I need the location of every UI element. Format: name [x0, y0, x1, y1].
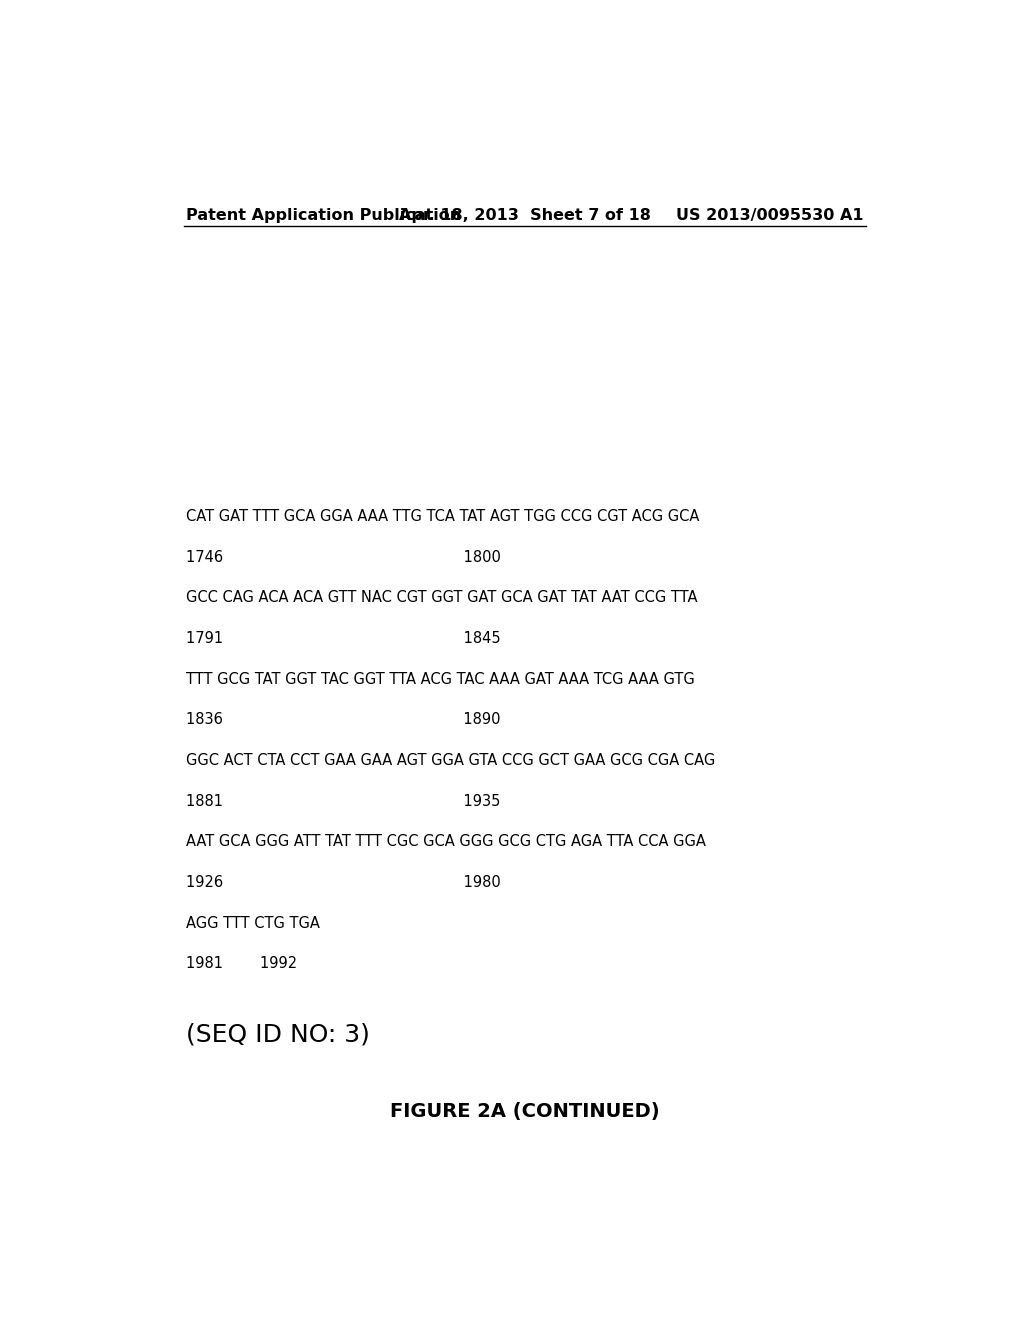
Text: 1836                                                    1890: 1836 1890 [186, 713, 501, 727]
Text: CAT GAT TTT GCA GGA AAA TTG TCA TAT AGT TGG CCG CGT ACG GCA: CAT GAT TTT GCA GGA AAA TTG TCA TAT AGT … [186, 510, 699, 524]
Text: Apr. 18, 2013  Sheet 7 of 18: Apr. 18, 2013 Sheet 7 of 18 [399, 209, 650, 223]
Text: AAT GCA GGG ATT TAT TTT CGC GCA GGG GCG CTG AGA TTA CCA GGA: AAT GCA GGG ATT TAT TTT CGC GCA GGG GCG … [186, 834, 706, 849]
Text: 1981        1992: 1981 1992 [186, 956, 297, 972]
Text: FIGURE 2A (CONTINUED): FIGURE 2A (CONTINUED) [390, 1102, 659, 1121]
Text: 1791                                                    1845: 1791 1845 [186, 631, 501, 645]
Text: GCC CAG ACA ACA GTT NAC CGT GGT GAT GCA GAT TAT AAT CCG TTA: GCC CAG ACA ACA GTT NAC CGT GGT GAT GCA … [186, 590, 697, 606]
Text: 1881                                                    1935: 1881 1935 [186, 793, 501, 809]
Text: GGC ACT CTA CCT GAA GAA AGT GGA GTA CCG GCT GAA GCG CGA CAG: GGC ACT CTA CCT GAA GAA AGT GGA GTA CCG … [186, 752, 715, 768]
Text: AGG TTT CTG TGA: AGG TTT CTG TGA [186, 916, 319, 931]
Text: 1926                                                    1980: 1926 1980 [186, 875, 501, 890]
Text: 1746                                                    1800: 1746 1800 [186, 549, 501, 565]
Text: (SEQ ID NO: 3): (SEQ ID NO: 3) [186, 1022, 370, 1047]
Text: Patent Application Publication: Patent Application Publication [186, 209, 461, 223]
Text: TTT GCG TAT GGT TAC GGT TTA ACG TAC AAA GAT AAA TCG AAA GTG: TTT GCG TAT GGT TAC GGT TTA ACG TAC AAA … [186, 672, 694, 686]
Text: US 2013/0095530 A1: US 2013/0095530 A1 [676, 209, 863, 223]
